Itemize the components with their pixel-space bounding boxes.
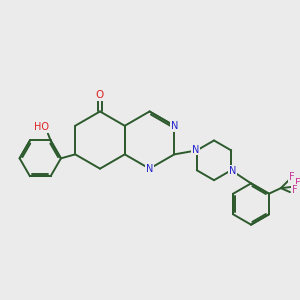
Text: F: F bbox=[289, 172, 294, 182]
Text: F: F bbox=[295, 178, 300, 188]
Text: N: N bbox=[229, 166, 236, 176]
Text: O: O bbox=[96, 90, 104, 100]
Text: N: N bbox=[192, 145, 199, 154]
Text: F: F bbox=[292, 185, 298, 195]
Text: HO: HO bbox=[34, 122, 50, 132]
Text: N: N bbox=[146, 164, 153, 174]
Text: N: N bbox=[171, 121, 178, 131]
